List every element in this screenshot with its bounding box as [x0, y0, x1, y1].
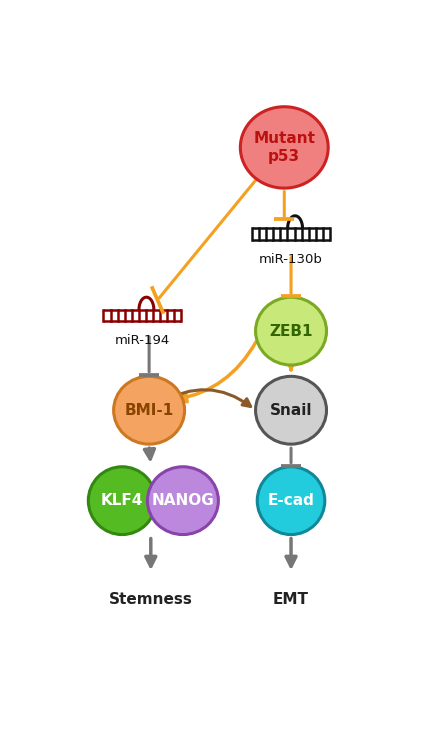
Text: Mutant
p53: Mutant p53: [253, 131, 315, 164]
Text: E-cad: E-cad: [268, 493, 314, 508]
Text: EMT: EMT: [273, 592, 309, 607]
Ellipse shape: [257, 467, 325, 534]
Ellipse shape: [114, 377, 184, 444]
Text: miR-194: miR-194: [115, 335, 170, 347]
Text: NANOG: NANOG: [152, 493, 214, 508]
Ellipse shape: [147, 467, 218, 534]
Text: ZEB1: ZEB1: [269, 324, 313, 338]
Text: miR-130b: miR-130b: [259, 253, 323, 266]
Ellipse shape: [255, 297, 327, 365]
Ellipse shape: [255, 377, 327, 444]
Text: KLF4: KLF4: [101, 493, 143, 508]
Ellipse shape: [88, 467, 156, 534]
Text: BMI-1: BMI-1: [125, 403, 174, 418]
Text: Snail: Snail: [270, 403, 312, 418]
Ellipse shape: [240, 106, 328, 188]
Text: Stemness: Stemness: [109, 592, 193, 607]
